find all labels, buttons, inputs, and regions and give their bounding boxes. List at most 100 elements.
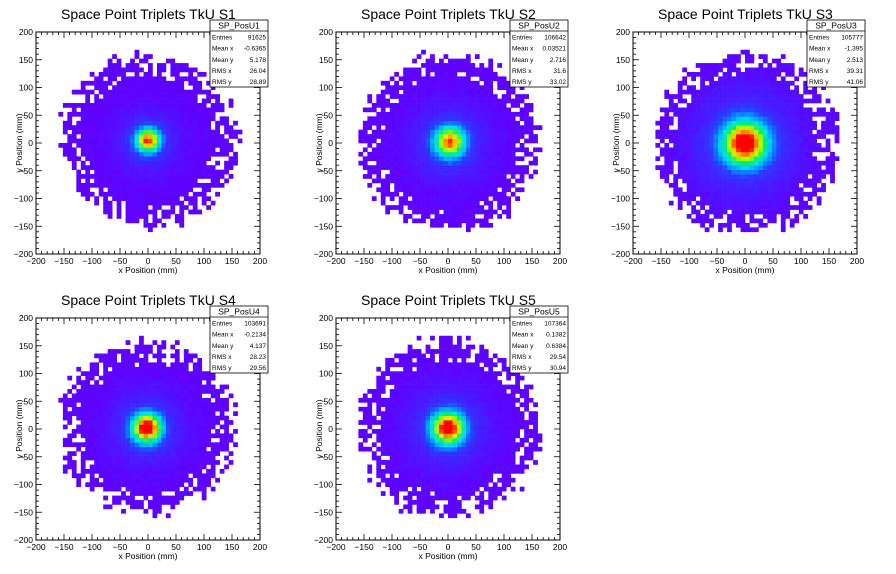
heatmap-bin-563 (740, 94, 746, 99)
heatmap-bin-323 (713, 174, 719, 179)
heatmap-bin-278 (709, 222, 714, 228)
heatmap-bin-314 (121, 125, 126, 130)
heatmap-bin-366 (718, 143, 723, 148)
heatmap-bin-401 (430, 205, 435, 210)
heatmap-bin-786 (183, 174, 189, 179)
heatmap-bin-544 (740, 178, 746, 184)
heatmap-bin-602 (452, 143, 458, 148)
heatmap-bin-658 (456, 58, 462, 64)
heatmap-bin-204 (403, 160, 408, 166)
heatmap-bin-966 (215, 151, 220, 157)
heatmap-bin-806 (771, 151, 777, 157)
heatmap-bin-86 (85, 429, 91, 434)
heatmap-bin-33 (664, 107, 670, 113)
heatmap-bin-193 (103, 433, 108, 439)
heatmap-bin-542 (443, 71, 449, 77)
heatmap-bin-712 (174, 214, 180, 219)
heatmap-bin-682 (170, 187, 176, 193)
heatmap-bin-688 (461, 89, 467, 95)
heatmap-bin-246 (407, 116, 413, 122)
heatmap-bin-419 (134, 129, 140, 135)
heatmap-bin-308 (709, 85, 714, 91)
heatmap-bin-757 (179, 165, 185, 170)
heatmap-bin-518 (736, 120, 741, 126)
heatmap-bin-687 (165, 402, 171, 408)
heatmap-bin-26 (67, 375, 73, 381)
heatmap-bin-582 (152, 397, 158, 403)
heatmap-bin-826 (183, 353, 189, 359)
heatmap-bin-449 (139, 504, 144, 510)
heatmap-bin-466 (434, 85, 440, 91)
heatmap-bin-564 (152, 477, 158, 483)
heatmap-bin-488 (143, 491, 149, 496)
heatmap-bin-561 (740, 103, 746, 108)
heatmap-bin-561 (152, 147, 158, 153)
heatmap-bin-499 (736, 205, 741, 210)
heatmap-bin-625 (749, 147, 755, 153)
heatmap-bin-657 (753, 169, 759, 175)
heatmap-bin-574 (745, 200, 750, 206)
heatmap-bin-932 (492, 103, 498, 108)
heatmap-bin-429 (134, 85, 140, 91)
heatmap-bin-279 (412, 120, 417, 126)
heatmap-bin-173 (691, 89, 697, 95)
heatmap-bin-477 (143, 196, 149, 202)
heatmap-bin-493 (731, 58, 737, 64)
heatmap-bin-809 (183, 429, 189, 434)
heatmap-bin-266 (116, 200, 122, 206)
heatmap-bin-657 (165, 160, 171, 166)
heatmap-bin-386 (130, 473, 135, 479)
heatmap-bin-790 (179, 384, 185, 390)
heatmap-bin-783 (179, 415, 185, 421)
heatmap-bin-96 (85, 384, 91, 390)
heatmap-bin-352 (421, 107, 426, 113)
heatmap-bin-641 (749, 76, 755, 82)
heatmap-bin-422 (134, 116, 140, 122)
heatmap-bin-1019 (224, 424, 229, 430)
heatmap-bin-631 (161, 500, 167, 505)
heatmap-bin-948 (789, 138, 795, 144)
heatmap-bin-182 (103, 138, 108, 144)
heatmap-bin-964 (215, 169, 220, 175)
heatmap-bin-427 (727, 187, 732, 193)
heatmap-bin-1121 (821, 85, 826, 91)
heatmap-bin-60 (80, 460, 86, 465)
heatmap-bin-17 (67, 116, 73, 122)
heatmap-bin-62 (376, 98, 382, 104)
heatmap-bin-67 (673, 103, 679, 108)
heatmap-bin-484 (731, 103, 737, 108)
heatmap-bin-652 (161, 402, 167, 408)
heatmap-bin-323 (121, 85, 126, 91)
heatmap-bin-234 (112, 187, 117, 193)
heatmap-bin-886 (197, 477, 203, 483)
heatmap-bin-746 (179, 218, 185, 224)
heatmap-bin-975 (501, 165, 507, 170)
heatmap-bin-689 (165, 393, 171, 399)
panel-title: Space Point Triplets TkU S1 (61, 6, 236, 22)
heatmap-bin-441 (134, 380, 140, 385)
heatmap-bin-216 (403, 107, 408, 113)
heatmap-bin-792 (474, 120, 480, 126)
heatmap-bin-1136 (830, 174, 835, 179)
heatmap-bin-988 (501, 107, 507, 113)
heatmap-bin-353 (125, 107, 131, 113)
heatmap-bin-813 (771, 120, 777, 126)
heatmap-bin-67 (80, 420, 86, 425)
heatmap-bin-993 (215, 415, 220, 421)
heatmap-bin-727 (170, 362, 176, 368)
heatmap-bin-458 (139, 460, 144, 465)
heatmap-bin-422 (430, 111, 435, 117)
heatmap-bin-1047 (803, 80, 809, 86)
heatmap-bin-769 (767, 156, 773, 162)
heatmap-bin-299 (121, 191, 126, 197)
heatmap-bin-56 (376, 129, 382, 135)
heatmap-bin-229 (107, 415, 113, 421)
heatmap-bin-248 (112, 477, 117, 483)
heatmap-bin-773 (179, 460, 185, 465)
heatmap-bin-240 (407, 143, 413, 148)
heatmap-bin-818 (183, 389, 189, 394)
x-tick-label: 100 (794, 256, 808, 266)
heatmap-bin-549 (148, 380, 153, 385)
heatmap-bin-342 (125, 156, 131, 162)
heatmap-bin-412 (722, 89, 728, 95)
